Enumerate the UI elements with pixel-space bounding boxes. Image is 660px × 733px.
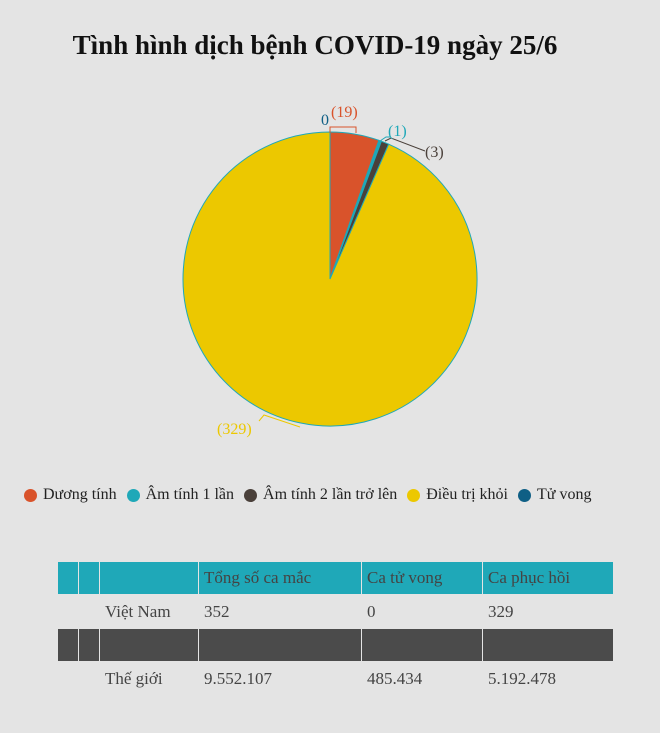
- header-cell: Ca tử vong: [361, 561, 483, 595]
- legend-swatch: [244, 488, 258, 502]
- chart-title: Tình hình dịch bệnh COVID-19 ngày 25/6: [72, 30, 558, 60]
- header-cell: [99, 561, 199, 595]
- legend-item[interactable]: Tử vong: [518, 486, 591, 504]
- legend-item[interactable]: Âm tính 2 lần trở lên: [244, 486, 397, 504]
- leader-line-19: [329, 126, 357, 133]
- legend-label: Tử vong: [537, 486, 592, 503]
- label-tu-vong: 0: [321, 112, 329, 129]
- legend: Dương tính Âm tính 1 lần Âm tính 2 lần trở…: [24, 486, 591, 504]
- cell: 352: [198, 594, 362, 629]
- header-cell: [57, 561, 79, 595]
- cell: 0: [361, 594, 483, 629]
- table-row: Thế giới 9.552.107 485.434 5.192.478: [57, 661, 614, 696]
- legend-label: Điều trị khỏi: [426, 486, 508, 503]
- legend-swatch: [24, 488, 37, 502]
- header-cell: [78, 561, 100, 595]
- label-dieu-tri-khoi: (329): [217, 421, 252, 438]
- cell: [57, 594, 79, 629]
- legend-item[interactable]: Dương tính: [24, 486, 117, 504]
- legend-item[interactable]: Âm tính 1 lần: [126, 486, 235, 504]
- stats-table: Tổng số ca mắc Ca tử vong Ca phục hồi Vi…: [57, 561, 614, 696]
- leader-line-1: [379, 136, 391, 142]
- cell: 5.192.478: [482, 661, 614, 696]
- cell: 485.434: [361, 661, 483, 696]
- legend-item[interactable]: Điều trị khỏi: [407, 486, 508, 504]
- leader-line-329: [258, 414, 301, 428]
- label-duong-tinh: (19): [331, 104, 358, 121]
- table-header-row: Tổng số ca mắc Ca tử vong Ca phục hồi: [57, 561, 614, 595]
- pie-slice-Điều trị khỏi[interactable]: [182, 131, 478, 427]
- legend-swatch: [407, 488, 421, 502]
- cell: 9.552.107: [198, 661, 362, 696]
- cell: 329: [482, 594, 614, 629]
- cell: Thế giới: [99, 661, 199, 696]
- cell: [78, 661, 100, 696]
- legend-swatch: [126, 488, 140, 502]
- legend-swatch: [518, 488, 531, 502]
- label-am-tinh-1: (1): [388, 123, 407, 140]
- leader-line-3: [384, 137, 426, 152]
- cell: [78, 594, 100, 629]
- cell: Việt Nam: [99, 594, 199, 629]
- legend-label: Âm tính 2 lần trở lên: [263, 486, 398, 503]
- legend-label: Dương tính: [43, 486, 117, 503]
- label-am-tinh-2: (3): [425, 144, 444, 161]
- table-row: Việt Nam 352 0 329: [57, 594, 614, 629]
- header-cell: Tổng số ca mắc: [198, 561, 362, 595]
- header-cell: Ca phục hồi: [482, 561, 614, 595]
- pie-chart: 0 (19) (1) (3) (329): [182, 104, 478, 438]
- table-separator-row: [57, 628, 614, 662]
- cell: [57, 661, 79, 696]
- legend-label: Âm tính 1 lần: [145, 486, 235, 503]
